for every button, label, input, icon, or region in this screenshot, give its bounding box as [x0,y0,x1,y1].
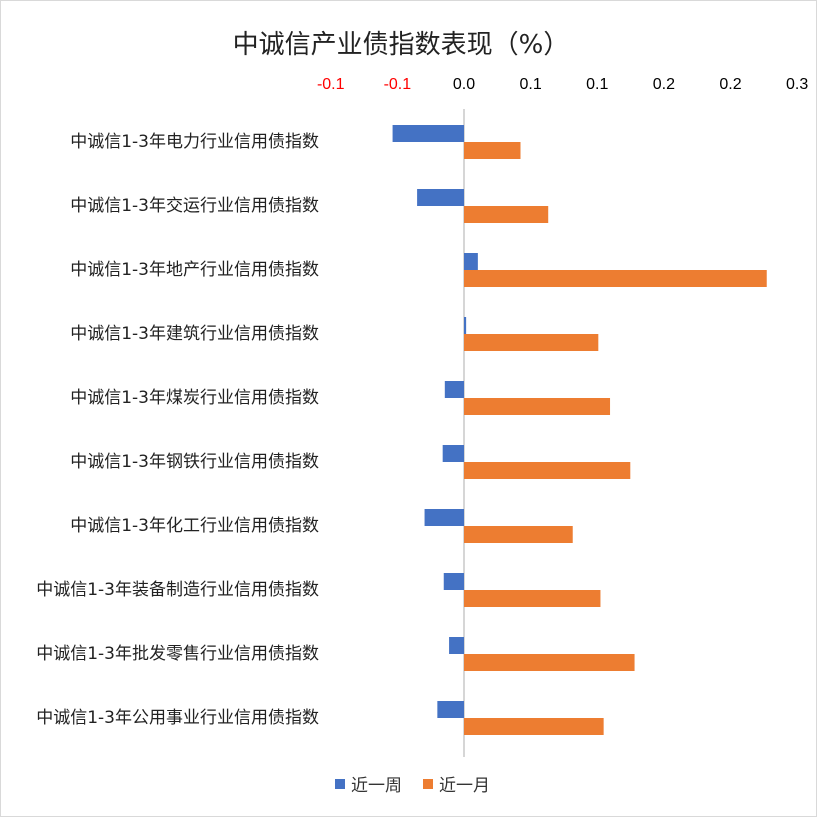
bars [392,125,767,735]
x-axis-ticks: -0.1 -0.1 0.0 0.1 0.1 0.2 0.2 0.3 [317,76,808,93]
category-label: 中诚信1-3年公用事业行业信用债指数 [36,708,319,728]
legend: 近一周 近一月 [335,776,490,796]
bar-week [444,381,464,398]
bar-month [464,654,635,671]
legend-swatch [423,779,433,789]
x-tick-label: -0.1 [317,76,345,93]
category-label: 中诚信1-3年地产行业信用债指数 [70,260,319,280]
bar-month [464,142,521,159]
bar-month [464,270,767,287]
legend-swatch [335,779,345,789]
bar-week [464,317,467,334]
category-label: 中诚信1-3年建筑行业信用债指数 [70,324,319,344]
legend-label: 近一月 [439,776,490,796]
bar-month [464,590,601,607]
x-tick-label: 0.1 [520,76,542,93]
chart-title: 中诚信产业债指数表现（%） [233,30,570,60]
x-tick-label: 0.2 [719,76,741,93]
legend-label: 近一周 [351,776,402,796]
category-label: 中诚信1-3年批发零售行业信用债指数 [36,644,319,664]
bar-week [443,573,464,590]
bar-week [437,701,464,718]
category-label: 中诚信1-3年煤炭行业信用债指数 [70,388,319,408]
x-tick-label: 0.3 [786,76,808,93]
bar-week [392,125,464,142]
x-tick-label: -0.1 [384,76,412,93]
bar-month [464,206,549,223]
x-tick-label: 0.2 [653,76,675,93]
category-labels: 中诚信1-3年电力行业信用债指数中诚信1-3年交运行业信用债指数中诚信1-3年地… [36,132,319,728]
bar-week [442,445,464,462]
bar-month [464,462,631,479]
category-label: 中诚信1-3年电力行业信用债指数 [70,132,319,152]
bar-week [464,253,478,270]
category-label: 中诚信1-3年装备制造行业信用债指数 [36,580,319,600]
bar-month [464,526,573,543]
x-tick-label: 0.0 [453,76,475,93]
category-label: 中诚信1-3年钢铁行业信用债指数 [70,452,319,472]
x-tick-label: 0.1 [586,76,608,93]
bar-week [449,637,464,654]
bar-month [464,334,599,351]
bar-month [464,718,604,735]
bar-month [464,398,611,415]
bar-week [417,189,464,206]
bar-week [424,509,464,526]
category-label: 中诚信1-3年化工行业信用债指数 [70,516,319,536]
category-label: 中诚信1-3年交运行业信用债指数 [70,196,319,216]
